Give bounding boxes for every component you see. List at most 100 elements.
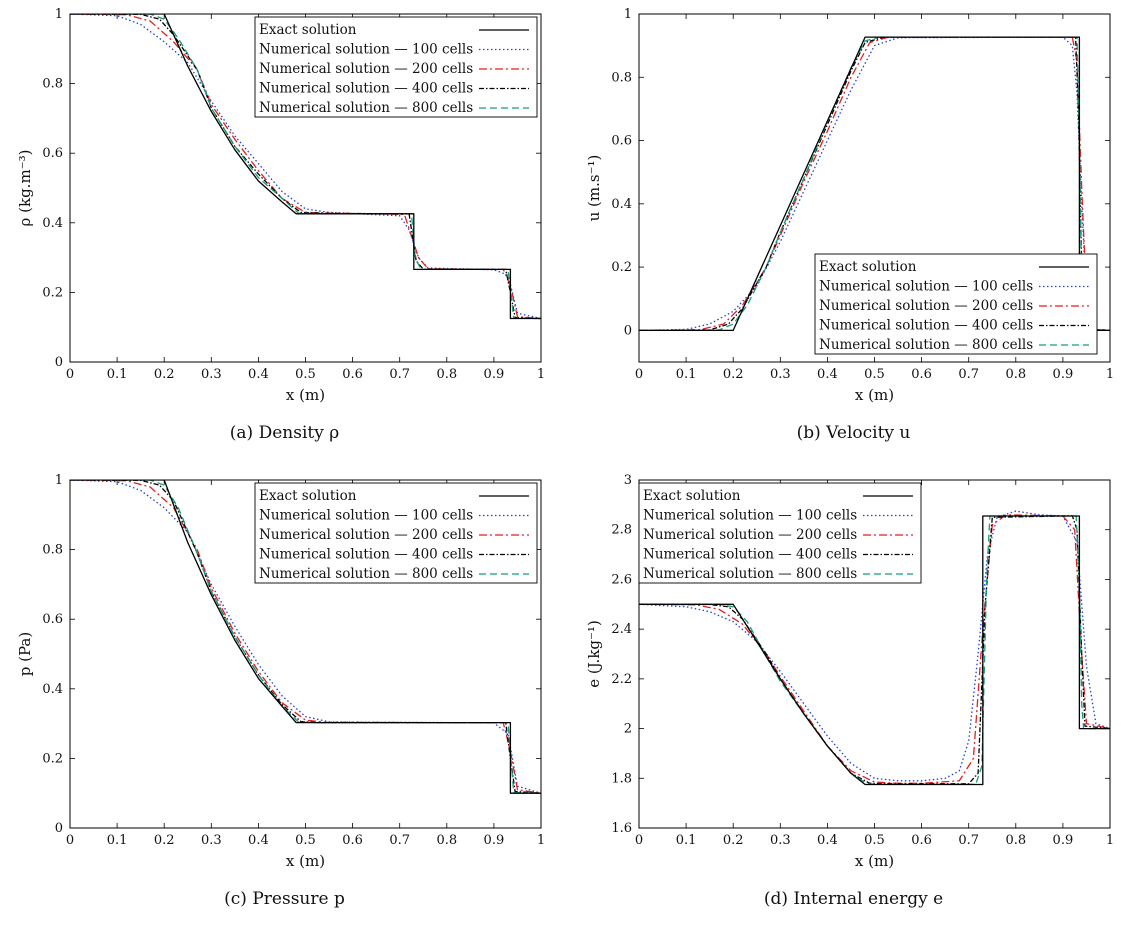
x-axis-label: x (m): [855, 852, 894, 870]
x-tick-label: 0.2: [154, 367, 175, 382]
legend-entry-label: Numerical solution — 800 cells: [819, 337, 1033, 353]
x-tick-label: 0.9: [484, 367, 505, 382]
legend-entry-label: Numerical solution — 100 cells: [643, 508, 857, 524]
x-tick-label: 0: [635, 367, 643, 382]
x-tick-label: 0.6: [911, 833, 932, 848]
y-tick-label: 0.4: [42, 682, 63, 697]
x-tick-label: 1: [537, 833, 545, 848]
x-tick-label: 0.9: [1053, 367, 1074, 382]
x-tick-label: 0.7: [958, 833, 979, 848]
chart-density: 0 0.1 0.2 0.3 0.4 0.5 0.6 0.7 0.8 0.9 1 0 0.2 0.4 0.6 0…: [0, 0, 569, 466]
y-tick-label: 0: [55, 355, 63, 370]
legend-entry-label: Numerical solution — 100 cells: [259, 42, 473, 58]
y-tick-label: 0.2: [42, 751, 63, 766]
legend-entry-label: Numerical solution — 200 cells: [643, 527, 857, 543]
caption-density: (a) Density ρ: [229, 423, 340, 443]
x-tick-label: 0.8: [436, 833, 457, 848]
x-tick-label: 0.8: [1005, 367, 1026, 382]
legend-entry-label: Numerical solution — 200 cells: [819, 298, 1033, 314]
legend-entry-label: Numerical solution — 400 cells: [259, 81, 473, 97]
y-tick-label: 1: [55, 473, 63, 488]
series-group: [70, 480, 541, 794]
legend-entry-label: Numerical solution — 800 cells: [643, 566, 857, 582]
y-tick-label: 0.6: [42, 612, 63, 627]
legend-box: [254, 482, 538, 584]
x-tick-label: 0.5: [864, 367, 885, 382]
legend: Exact solution Numerical solution — 100 c…: [814, 253, 1098, 355]
x-tick-label: 0.8: [1005, 833, 1026, 848]
legend: Exact solution Numerical solution — 100 c…: [638, 482, 922, 584]
legend-entry-label: Exact solution: [819, 259, 917, 275]
x-tick-label: 0.3: [201, 367, 222, 382]
x-tick-label: 0.7: [389, 833, 410, 848]
chart-pressure: 0 0.1 0.2 0.3 0.4 0.5 0.6 0.7 0.8 0.9 1 0 0.2 0.4 0.6 0…: [0, 466, 569, 932]
caption-internal-energy: (d) Internal energy e: [763, 889, 944, 909]
y-tick-label: 1: [55, 7, 63, 22]
x-tick-label: 0.5: [295, 367, 316, 382]
caption-velocity: (b) Velocity u: [796, 423, 911, 443]
x-axis-label: x (m): [286, 852, 325, 870]
legend-entry-label: Exact solution: [643, 488, 741, 504]
x-tick-label: 0.2: [723, 367, 744, 382]
y-tick-label: 0.2: [611, 260, 632, 275]
x-tick-label: 0.9: [1053, 833, 1074, 848]
x-tick-label: 1: [1106, 833, 1114, 848]
plot-frame: [638, 13, 1111, 363]
y-tick-label: 1.8: [611, 771, 632, 786]
series-line-4: [70, 14, 541, 320]
y-tick-label: 0.4: [42, 216, 63, 231]
chart-pressure-svg: 0 0.1 0.2 0.3 0.4 0.5 0.6 0.7 0.8 0.9 1 0 0.2 0.4 0.6 0…: [16, 473, 545, 870]
chart-internal-energy: 0 0.1 0.2 0.3 0.4 0.5 0.6 0.7 0.8 0.9 1 1.6 1.8 2 2.2 2…: [569, 466, 1138, 932]
series-line-0: [70, 14, 541, 320]
chart-density-svg: 0 0.1 0.2 0.3 0.4 0.5 0.6 0.7 0.8 0.9 1 0 0.2 0.4 0.6 0…: [16, 7, 545, 404]
x-tick-label: 0.6: [342, 367, 363, 382]
y-tick-label: 0.8: [42, 543, 63, 558]
plot-frame: [638, 479, 1111, 829]
y-tick-label: 3: [624, 473, 632, 488]
x-tick-label: 0.1: [676, 367, 697, 382]
x-tick-label: 0.6: [911, 367, 932, 382]
x-tick-label: 0.4: [248, 833, 269, 848]
series-line-1: [70, 480, 541, 794]
legend-entry-label: Exact solution: [259, 22, 357, 38]
x-tick-label: 0.8: [436, 367, 457, 382]
legend-entry-label: Numerical solution — 400 cells: [259, 547, 473, 563]
plot-frame: [69, 479, 542, 829]
legend-box: [814, 253, 1098, 355]
x-tick-label: 0.6: [342, 833, 363, 848]
x-tick-label: 0.7: [389, 367, 410, 382]
y-tick-label: 2.2: [611, 672, 632, 687]
legend: Exact solution Numerical solution — 100 c…: [254, 16, 538, 118]
x-tick-label: 0.1: [107, 833, 128, 848]
y-tick-label: 0: [624, 323, 632, 338]
legend-box: [638, 482, 922, 584]
y-tick-label: 0.8: [611, 70, 632, 85]
x-tick-label: 0.1: [676, 833, 697, 848]
y-axis-label: p (Pa): [16, 632, 34, 676]
x-tick-label: 1: [1106, 367, 1114, 382]
series-group: [639, 36, 1110, 332]
y-tick-label: 0.6: [42, 146, 63, 161]
y-axis-label: ρ (kg.m⁻³): [16, 150, 34, 227]
x-tick-label: 0.3: [770, 367, 791, 382]
legend-entry-label: Numerical solution — 800 cells: [259, 566, 473, 582]
x-tick-label: 0.3: [770, 833, 791, 848]
y-tick-label: 2.6: [611, 572, 632, 587]
x-tick-label: 1: [537, 367, 545, 382]
plot-frame: [69, 13, 542, 363]
series-line-4: [639, 36, 1110, 332]
legend-entry-label: Numerical solution — 400 cells: [819, 318, 1033, 334]
legend-entry-label: Exact solution: [259, 488, 357, 504]
y-tick-label: 2: [624, 722, 632, 737]
y-axis-label: e (J.kg⁻¹): [585, 620, 603, 688]
series-line-0: [639, 515, 1110, 786]
x-tick-label: 0: [66, 367, 74, 382]
y-tick-label: 1: [624, 7, 632, 22]
legend-entry-label: Numerical solution — 200 cells: [259, 61, 473, 77]
y-tick-label: 0.6: [611, 134, 632, 149]
legend: Exact solution Numerical solution — 100 c…: [254, 482, 538, 584]
series-line-3: [70, 14, 541, 320]
x-tick-label: 0.4: [248, 367, 269, 382]
x-tick-label: 0.5: [864, 833, 885, 848]
series-line-2: [639, 36, 1110, 332]
